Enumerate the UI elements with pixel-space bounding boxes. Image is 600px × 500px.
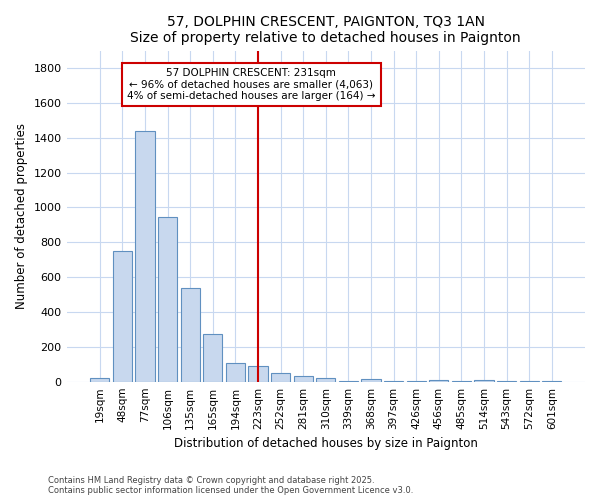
Bar [384,381,403,382]
Bar [248,366,268,382]
Y-axis label: Number of detached properties: Number of detached properties [15,123,28,309]
X-axis label: Distribution of detached houses by size in Paignton: Distribution of detached houses by size … [174,437,478,450]
Bar [429,380,448,382]
Bar [339,381,358,382]
Bar [520,381,539,382]
Bar [316,378,335,382]
Bar [452,381,471,382]
Title: 57, DOLPHIN CRESCENT, PAIGNTON, TQ3 1AN
Size of property relative to detached ho: 57, DOLPHIN CRESCENT, PAIGNTON, TQ3 1AN … [130,15,521,45]
Bar [203,334,223,382]
Bar [271,373,290,382]
Bar [113,251,132,382]
Bar [293,376,313,382]
Text: 57 DOLPHIN CRESCENT: 231sqm
← 96% of detached houses are smaller (4,063)
4% of s: 57 DOLPHIN CRESCENT: 231sqm ← 96% of det… [127,68,376,101]
Text: Contains HM Land Registry data © Crown copyright and database right 2025.
Contai: Contains HM Land Registry data © Crown c… [48,476,413,495]
Bar [136,130,155,382]
Bar [226,362,245,382]
Bar [542,381,562,382]
Bar [90,378,109,382]
Bar [181,288,200,382]
Bar [475,380,494,382]
Bar [407,381,426,382]
Bar [158,217,177,382]
Bar [361,379,380,382]
Bar [497,381,516,382]
